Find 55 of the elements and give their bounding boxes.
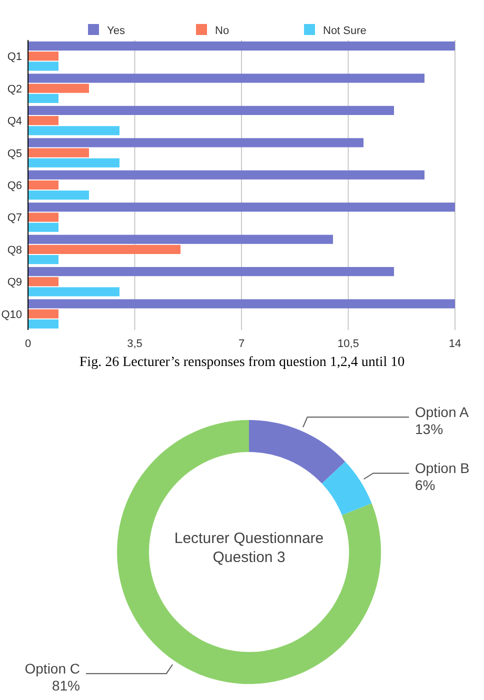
bar [28,84,89,93]
bar [28,74,424,83]
x-tick-label: 0 [24,338,32,350]
bar [28,158,120,168]
x-tick-label: 10,5 [338,338,359,350]
bar [28,222,58,232]
data-label: 6% [415,477,436,494]
legend-label: Yes [107,25,126,37]
bar [28,244,180,254]
y-tick-label: Q7 [7,212,22,224]
bar [28,106,394,116]
bar [28,41,455,51]
bar [28,267,394,276]
y-tick-label: Q8 [7,244,22,256]
data-label: 13% [415,421,444,438]
bar [28,94,58,103]
y-tick-label: Q2 [7,83,22,96]
bar [28,138,364,148]
bar [28,52,58,61]
slice-label: Option C [24,660,80,677]
x-tick-label: 7 [238,338,245,350]
x-tick-label: 14 [448,338,462,350]
x-tick-label: 3,5 [127,338,142,350]
text: Lecturer Questionnare Question 3 [174,530,324,566]
bar [28,62,58,71]
legend-label: Not Sure [323,25,366,37]
bar [28,170,424,180]
y-tick-label: Q10 [1,308,22,321]
bar [28,148,89,158]
bar [28,190,89,200]
donut-slice [249,420,346,484]
y-tick-label: Q1 [7,51,22,64]
bar [28,180,58,190]
caption: Fig. 26 Lecturer’s rensponses from question 1,2,4 until 10 [79,355,405,370]
y-tick-label: Q5 [7,148,22,160]
bar [28,234,333,244]
bar [28,126,120,136]
y-tick-label: Q6 [7,180,22,192]
bar [28,299,455,308]
bar [28,309,58,318]
bar [28,212,58,222]
donut-slice [322,462,372,516]
bar [28,116,58,126]
bar [28,319,58,329]
bar [28,287,120,296]
bar [28,277,58,286]
y-tick-label: Q9 [7,276,22,289]
data-label: 81% [52,678,80,694]
legend-label: No [215,25,230,37]
slice-label: Option A [415,404,470,420]
bar [28,254,58,264]
donut-slice [117,420,381,684]
slice-label: Option B [415,460,470,476]
bar [28,202,455,212]
y-tick-label: Q4 [7,116,22,128]
